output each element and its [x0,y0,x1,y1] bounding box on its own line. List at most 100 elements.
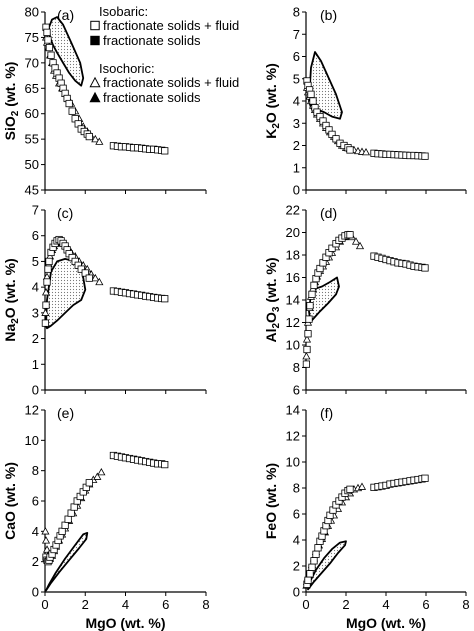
legend-entry-label: fractionate solids + fluid [103,18,239,33]
square-point [43,278,51,286]
square-point [61,521,69,529]
x-tick-label: 6 [422,597,429,612]
legend: Isobaric:Isochoric:fractionate solids + … [89,4,239,105]
panel-5: 0 2 4 6 8 10 12 0 2 4 6 8 (e) CaO (wt. %) MgO (wt. %) [2,403,210,631]
square-point [85,132,93,141]
y-tick-label: 10 [286,455,300,470]
square-point [328,244,336,252]
x-tick-label: 8 [202,597,209,612]
legend-open-square-icon [90,20,100,31]
triangle-point [41,288,51,296]
y-tick-label: 5 [32,254,39,269]
triangle-point [351,237,361,245]
square-point [161,295,169,303]
y-axis-title-part: FeO (wt. %) [263,463,279,539]
y-tick-label: 6 [32,494,39,509]
square-point [302,360,311,368]
square-point [304,576,312,584]
square-point [44,265,52,273]
square-point [85,479,93,487]
square-point [45,44,54,52]
y-axis-title-part: O [263,312,279,323]
x-axis-title: MgO (wt. %) [85,615,165,631]
y-axis-title: FeO (wt. %) [263,463,279,539]
triangle-point [41,308,50,316]
y-tick-label: 2 [32,331,39,346]
y-tick-label: 60 [25,106,39,121]
y-tick-label: 6 [293,507,300,522]
square-point [67,509,75,517]
y-tick-label: 20 [286,225,300,240]
square-point [85,274,93,282]
y-tick-label: 0 [32,383,39,398]
y-axis-title-subscript: 2 [10,110,21,116]
panel-letter: (a) [57,7,74,23]
square-point [45,257,53,266]
y-tick-label: 4 [293,94,300,109]
y-axis-title-part: (wt. %) [263,257,279,306]
y-tick-label: 12 [25,403,39,418]
y-tick-label: 6 [293,383,300,398]
y-tick-label: 3 [293,116,300,131]
triangle-point [91,134,100,143]
y-axis-title-subscript: 3 [271,306,282,312]
y-axis-title-part: (wt. %) [2,62,18,111]
square-point [77,265,85,273]
square-point [47,51,55,59]
triangle-point [302,335,312,343]
square-point [58,527,66,535]
triangle-point [93,472,102,480]
triangle-point [97,467,106,476]
square-point [68,107,76,115]
legend-entry-label: fractionate solids + fluid [103,75,239,90]
y-axis-title: CaO (wt. %) [2,462,18,540]
square-point [421,264,429,272]
y-axis-title-part: SiO [2,116,18,140]
y-axis-title-part: Na [2,324,18,342]
y-tick-label: 4 [32,524,39,539]
x-tick-label: 0 [41,597,48,612]
square-point [306,570,314,578]
y-tick-label: 7 [293,27,300,42]
y-axis-title-part: K [263,129,279,139]
y-tick-label: 2 [293,138,300,153]
x-tick-label: 6 [162,597,169,612]
y-tick-label: 55 [25,132,39,147]
square-point [161,147,169,155]
triangle-point [302,352,311,360]
y-tick-label: 8 [293,360,300,375]
y-tick-label: 6 [293,49,300,64]
y-tick-label: 80 [25,5,39,20]
y-tick-label: 70 [25,55,39,70]
triangle-point [357,482,367,490]
y-tick-label: 8 [32,463,39,478]
y-tick-label: 3 [32,305,39,320]
square-point [421,152,429,160]
y-axis-title: Al2O3 (wt. %) [263,257,282,342]
y-tick-label: 22 [286,203,300,218]
square-point [346,231,354,239]
panel-6: 0 2 4 6 8 10 12 14 0 2 4 6 8 (f) FeO (wt. %) MgO (wt. %… [263,403,470,631]
y-tick-label: 65 [25,81,39,96]
x-axis-title: MgO (wt. %) [346,615,426,631]
y-tick-label: 2 [293,559,300,574]
square-point [303,345,311,354]
y-tick-label: 14 [286,293,300,308]
square-point [44,36,52,44]
triangle-point [41,527,50,535]
y-axis-title: SiO2 (wt. %) [2,62,21,141]
panel-letter: (e) [57,405,74,421]
square-point [64,515,72,523]
square-point [310,281,318,289]
legend-isobaric-heading: Isobaric: [99,4,148,19]
y-axis-title-part: CaO (wt. %) [2,462,18,540]
y-tick-label: 4 [32,280,39,295]
y-axis-title: Na2O (wt. %) [2,258,21,341]
x-tick-label: 4 [122,597,129,612]
y-tick-label: 1 [32,357,39,372]
x-tick-label: 0 [302,597,309,612]
square-point [65,99,73,108]
field-polygon [45,532,89,592]
